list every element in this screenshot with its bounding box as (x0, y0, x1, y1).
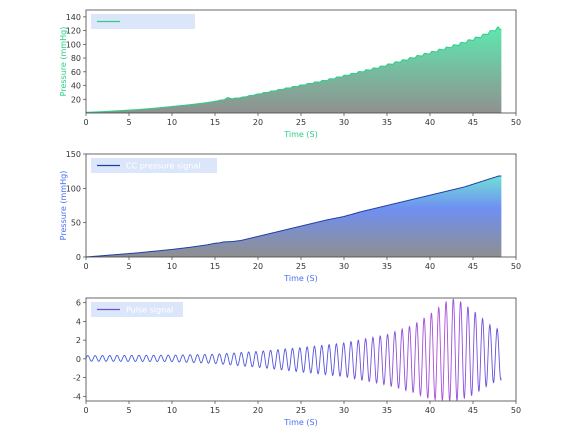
y-tick-label: 20 (71, 95, 81, 104)
legend-label: Pulse signal (126, 306, 173, 315)
chart-panel-3: 0 5 10 15 20 25 30 35 40 45 50 -4 -2 0 2 4 6 Time (S) P… (73, 297, 521, 427)
y-tick-label: 50 (71, 219, 81, 228)
x-tick-label: 10 (167, 262, 177, 271)
x-tick-label: 25 (296, 262, 306, 271)
y-tick-label: 4 (76, 317, 81, 326)
y-tick-label: 60 (71, 68, 81, 77)
x-axis-label: Time (S) (283, 274, 317, 283)
x-tick-label: 5 (126, 406, 131, 415)
x-tick-label: 20 (253, 118, 263, 127)
x-tick-label: 35 (382, 118, 392, 127)
legend-label: CC pressure signal (126, 162, 200, 171)
y-tick-label: 100 (66, 40, 81, 49)
y-tick-label: 6 (76, 299, 81, 308)
x-tick-label: 5 (126, 118, 131, 127)
legend-box (91, 158, 217, 173)
x-tick-label: 30 (339, 118, 349, 127)
x-tick-label: 50 (511, 406, 521, 415)
series-line (85, 175, 502, 258)
x-tick-label: 10 (167, 118, 177, 127)
y-tick-label: 140 (66, 13, 81, 22)
x-tick-label: 45 (468, 262, 478, 271)
x-tick-label: 50 (511, 262, 521, 271)
x-tick-label: 0 (83, 262, 88, 271)
x-tick-label: 15 (210, 262, 220, 271)
x-tick-label: 20 (253, 262, 263, 271)
x-tick-label: 35 (382, 406, 392, 415)
x-tick-label: 40 (425, 118, 435, 127)
y-tick-label: 0 (76, 355, 81, 364)
y-tick-label: -4 (73, 392, 81, 401)
series-line (85, 26, 502, 113)
x-tick-label: 50 (511, 118, 521, 127)
y-tick-label: 2 (76, 336, 81, 345)
x-tick-label: 20 (253, 406, 263, 415)
y-tick-label: 100 (66, 184, 81, 193)
legend-box (91, 302, 183, 317)
legend-box (91, 14, 195, 29)
x-tick-label: 40 (425, 406, 435, 415)
y-tick-label: -2 (73, 374, 81, 383)
y-tick-label: 80 (71, 54, 81, 63)
x-tick-label: 10 (167, 406, 177, 415)
y-tick-label: 120 (66, 27, 81, 36)
y-axis-label: Pressure (mmHg) (59, 27, 68, 97)
series-area (86, 175, 502, 257)
chart-panel-1: 0 5 10 15 20 25 30 35 40 45 50 20 40 60 80 100 120 140 T… (59, 9, 521, 139)
x-tick-label: 45 (468, 406, 478, 415)
x-tick-label: 5 (126, 262, 131, 271)
legend: Pulse signal (91, 302, 183, 317)
y-axis-label: Pressure (mmHg) (59, 171, 68, 241)
x-tick-label: 15 (210, 118, 220, 127)
x-tick-label: 15 (210, 406, 220, 415)
series-area (86, 27, 502, 113)
x-tick-label: 0 (83, 406, 88, 415)
legend: CC pressure signal (91, 158, 217, 173)
x-tick-label: 25 (296, 118, 306, 127)
x-tick-label: 25 (296, 406, 306, 415)
legend (91, 14, 195, 29)
x-tick-label: 40 (425, 262, 435, 271)
x-tick-label: 35 (382, 262, 392, 271)
x-tick-label: 30 (339, 406, 349, 415)
series-line (85, 298, 502, 402)
x-tick-label: 45 (468, 118, 478, 127)
x-tick-label: 0 (83, 118, 88, 127)
x-tick-label: 30 (339, 262, 349, 271)
y-tick-label: 40 (71, 82, 81, 91)
x-axis-label: Time (S) (283, 418, 317, 427)
y-tick-label: 150 (66, 150, 81, 159)
y-tick-label: 0 (76, 253, 81, 262)
x-axis-label: Time (S) (283, 130, 317, 139)
